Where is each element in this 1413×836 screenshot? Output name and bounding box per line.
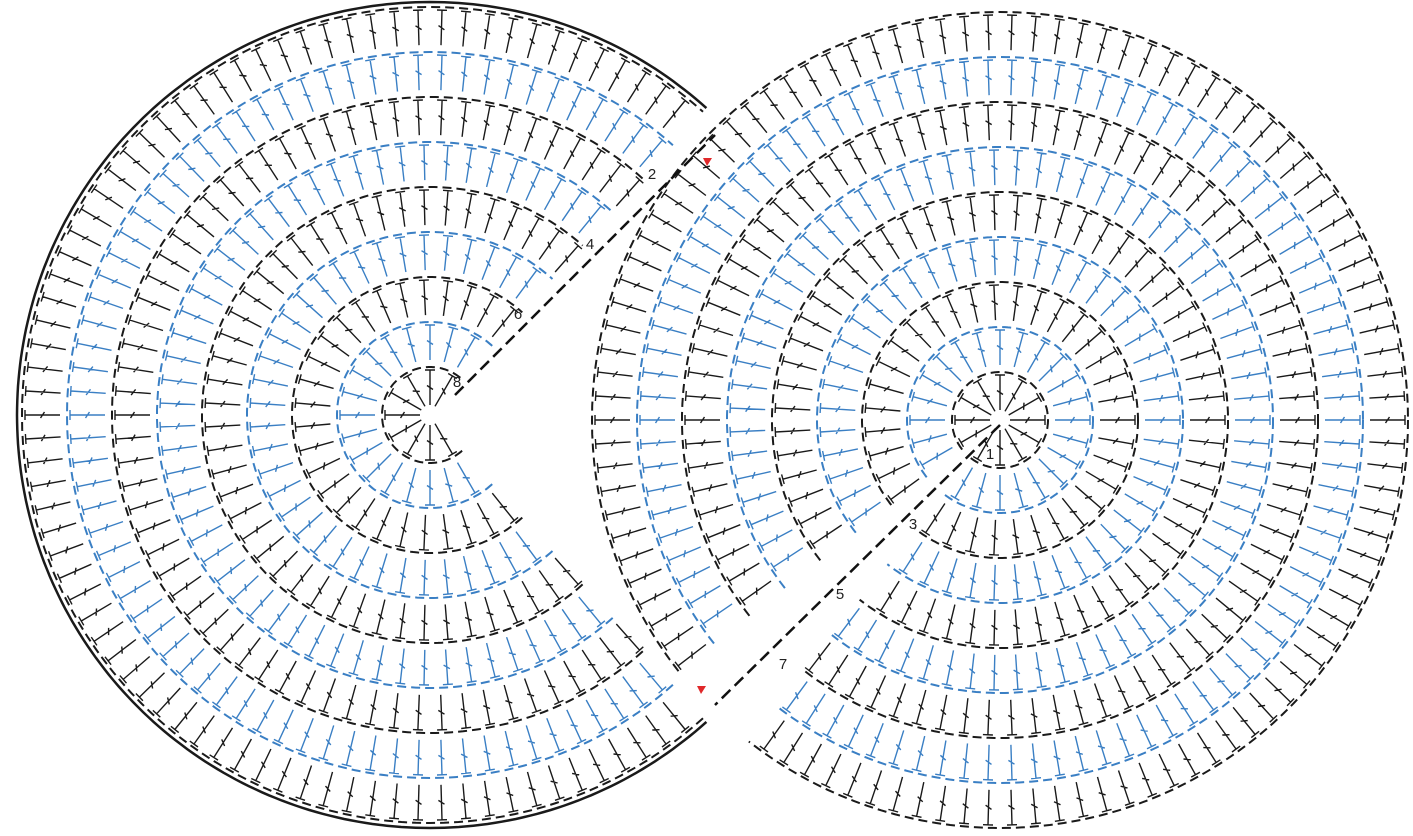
stitch-row (294, 279, 519, 551)
stitch-row (729, 149, 1271, 691)
chain-ring (861, 281, 1139, 559)
stitch-row (384, 369, 458, 461)
stitch-row (684, 104, 1316, 736)
start-marker (697, 686, 706, 694)
stitch-row (159, 144, 606, 686)
stitch-row (639, 59, 1361, 781)
chain-ring (726, 146, 1274, 694)
row-number: 4 (586, 236, 594, 253)
chain-ring (771, 191, 1229, 649)
chain-ring (381, 366, 463, 464)
chain-ring (635, 55, 1364, 785)
row-number: 3 (909, 516, 917, 533)
chain-ring (951, 371, 1049, 469)
stitch-row (69, 54, 667, 776)
outer-edge (15, 0, 708, 830)
stitch-row (204, 189, 583, 641)
chain-ring (336, 321, 493, 509)
chain-ring (816, 236, 1184, 604)
row-number: 8 (453, 374, 461, 391)
stitch-row (594, 14, 1406, 826)
chain-ring (246, 231, 554, 599)
stitch-row (249, 234, 542, 596)
chain-ring (590, 10, 1409, 830)
marker-layer (454, 134, 1001, 706)
stitch-row (864, 284, 1136, 556)
stitch-row (24, 9, 690, 821)
row-number: 5 (836, 586, 844, 603)
start-marker (703, 158, 712, 166)
chain-ring (65, 50, 674, 780)
stitch-row (909, 329, 1091, 511)
label-layer: 1 2 3 4 5 6 7 8 (453, 166, 994, 673)
row-number: 1 (986, 446, 994, 463)
chain-ring (201, 186, 584, 644)
stitch-row (954, 374, 1046, 466)
row-number: 7 (779, 656, 787, 673)
seam-line (714, 424, 1001, 706)
stitch-row (774, 194, 1226, 646)
chain-ring (111, 96, 644, 734)
chain-ring (291, 276, 523, 554)
chain-ring (20, 5, 704, 825)
chain-ring (681, 101, 1319, 739)
seam-line (454, 134, 716, 396)
stitch-row (819, 239, 1181, 601)
stitch-layer (15, 0, 1409, 830)
row-number: 2 (648, 166, 656, 183)
stitch-row (339, 324, 480, 506)
row-number: 6 (514, 306, 522, 323)
chain-ring (906, 326, 1094, 514)
stitch-row (114, 99, 644, 731)
